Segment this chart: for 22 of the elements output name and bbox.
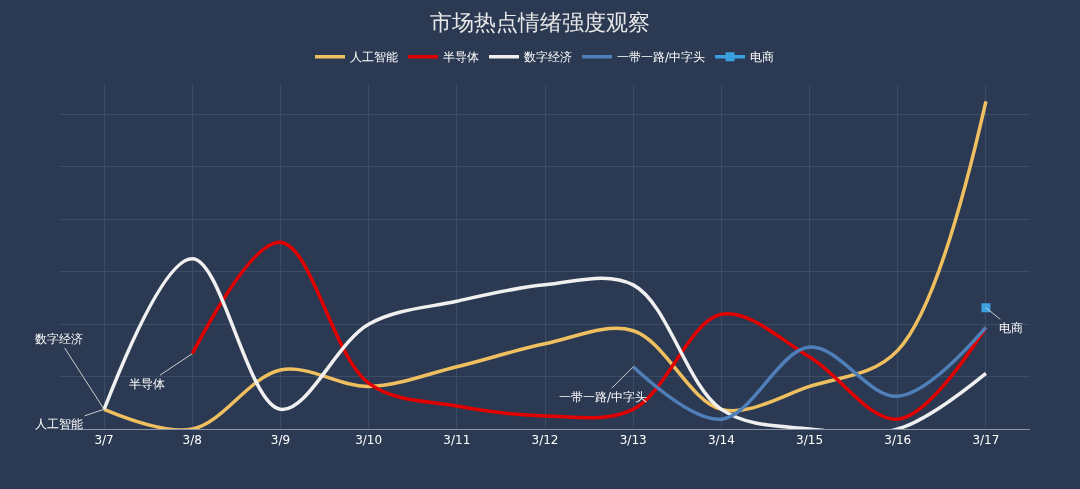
- legend-label: 数字经济: [524, 50, 572, 65]
- legend-label: 一带一路/中字头: [617, 50, 706, 65]
- annotation: 数字经济: [35, 332, 83, 346]
- legend-label: 人工智能: [350, 50, 398, 65]
- x-tick-label: 3/11: [443, 433, 471, 448]
- x-tick-label: 3/8: [182, 433, 202, 448]
- chart-title: 市场热点情绪强度观察: [430, 10, 650, 36]
- x-tick-label: 3/10: [355, 433, 383, 448]
- annotation: 电商: [999, 321, 1023, 335]
- annotation: 一带一路/中字头: [559, 390, 648, 404]
- x-tick-label: 3/14: [707, 433, 735, 448]
- x-tick-label: 3/9: [270, 433, 291, 448]
- x-tick-label: 3/16: [884, 433, 912, 448]
- annotation: 半导体: [129, 377, 165, 391]
- x-tick-label: 3/15: [796, 433, 824, 448]
- x-tick-label: 3/12: [531, 433, 559, 448]
- annotation: 人工智能: [35, 417, 83, 431]
- x-tick-label: 3/7: [94, 433, 114, 448]
- x-tick-label: 3/17: [972, 433, 1000, 448]
- legend-label: 电商: [750, 50, 775, 65]
- legend-label: 半导体: [443, 50, 479, 65]
- x-tick-label: 3/13: [619, 433, 647, 448]
